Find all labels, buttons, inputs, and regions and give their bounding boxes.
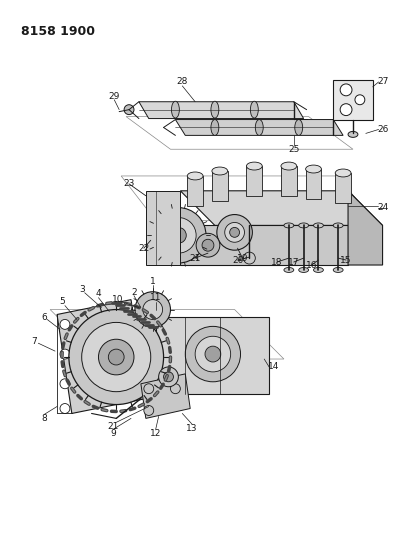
Text: 25: 25: [288, 145, 300, 154]
Polygon shape: [57, 300, 146, 414]
Ellipse shape: [187, 172, 203, 180]
Ellipse shape: [211, 119, 219, 135]
Circle shape: [185, 326, 240, 382]
Circle shape: [124, 104, 134, 115]
Text: 29: 29: [109, 92, 120, 101]
Polygon shape: [247, 166, 262, 196]
Text: 13: 13: [187, 424, 198, 433]
Circle shape: [82, 322, 151, 392]
Circle shape: [196, 233, 220, 257]
Polygon shape: [180, 191, 383, 225]
Polygon shape: [141, 374, 190, 418]
Circle shape: [205, 346, 221, 362]
Ellipse shape: [314, 223, 323, 228]
Text: 7: 7: [32, 337, 37, 346]
Circle shape: [171, 384, 180, 394]
Circle shape: [171, 228, 186, 243]
Text: 3: 3: [79, 285, 85, 294]
Text: 10: 10: [113, 295, 124, 304]
Circle shape: [99, 339, 134, 375]
Text: 12: 12: [150, 429, 162, 438]
Polygon shape: [348, 191, 383, 265]
Text: 8158 1900: 8158 1900: [21, 25, 95, 37]
Circle shape: [340, 104, 352, 116]
Circle shape: [164, 372, 173, 382]
Ellipse shape: [171, 101, 179, 118]
Polygon shape: [335, 173, 351, 203]
Ellipse shape: [247, 162, 262, 170]
Text: 5: 5: [59, 297, 65, 306]
Ellipse shape: [281, 162, 297, 170]
Ellipse shape: [250, 101, 258, 118]
Text: 27: 27: [377, 77, 388, 86]
Circle shape: [143, 300, 163, 319]
Text: 17: 17: [288, 257, 300, 266]
Polygon shape: [333, 80, 373, 119]
Text: 11: 11: [150, 293, 162, 302]
Ellipse shape: [335, 169, 351, 177]
Polygon shape: [146, 191, 180, 265]
Text: 18: 18: [271, 257, 283, 266]
Circle shape: [69, 310, 164, 405]
Text: 14: 14: [268, 362, 280, 372]
Circle shape: [225, 222, 245, 243]
Circle shape: [355, 95, 365, 104]
Circle shape: [243, 252, 255, 264]
Ellipse shape: [333, 268, 343, 272]
Circle shape: [217, 215, 252, 250]
Text: 1: 1: [150, 277, 156, 286]
Text: 28: 28: [177, 77, 188, 86]
Text: 8: 8: [42, 414, 47, 423]
Circle shape: [60, 349, 70, 359]
Circle shape: [195, 336, 231, 372]
Text: 26: 26: [377, 125, 388, 134]
Ellipse shape: [333, 223, 343, 228]
Polygon shape: [175, 119, 343, 135]
Text: 23: 23: [123, 180, 135, 188]
Text: 21: 21: [189, 254, 201, 263]
Ellipse shape: [284, 223, 294, 228]
Polygon shape: [281, 166, 297, 196]
Circle shape: [161, 217, 196, 253]
Ellipse shape: [212, 167, 228, 175]
Ellipse shape: [295, 119, 302, 135]
Text: 2: 2: [131, 288, 137, 297]
Ellipse shape: [299, 268, 309, 272]
Circle shape: [230, 228, 240, 237]
Circle shape: [144, 406, 154, 415]
Circle shape: [60, 319, 70, 329]
Text: 19: 19: [237, 254, 248, 263]
Text: 21: 21: [108, 422, 119, 431]
Circle shape: [202, 239, 214, 251]
Polygon shape: [180, 225, 348, 265]
Polygon shape: [306, 169, 321, 199]
Ellipse shape: [255, 119, 263, 135]
Ellipse shape: [314, 268, 323, 272]
Text: 20: 20: [232, 255, 243, 264]
Ellipse shape: [306, 165, 321, 173]
Polygon shape: [187, 176, 203, 206]
Circle shape: [109, 349, 124, 365]
Text: 24: 24: [377, 203, 388, 212]
Ellipse shape: [299, 223, 309, 228]
Polygon shape: [212, 171, 228, 201]
Text: 9: 9: [111, 429, 116, 438]
Text: 16: 16: [306, 261, 317, 270]
Ellipse shape: [348, 132, 358, 138]
Ellipse shape: [211, 101, 219, 118]
Circle shape: [340, 84, 352, 96]
Circle shape: [60, 403, 70, 414]
Text: 22: 22: [138, 244, 150, 253]
Text: 6: 6: [42, 313, 47, 322]
Text: 4: 4: [96, 289, 101, 298]
Ellipse shape: [284, 268, 294, 272]
Circle shape: [144, 384, 154, 394]
Circle shape: [151, 208, 206, 263]
Circle shape: [135, 292, 171, 327]
Circle shape: [60, 379, 70, 389]
Text: 15: 15: [340, 255, 352, 264]
Polygon shape: [139, 102, 304, 118]
Polygon shape: [156, 318, 269, 394]
Circle shape: [159, 367, 178, 387]
